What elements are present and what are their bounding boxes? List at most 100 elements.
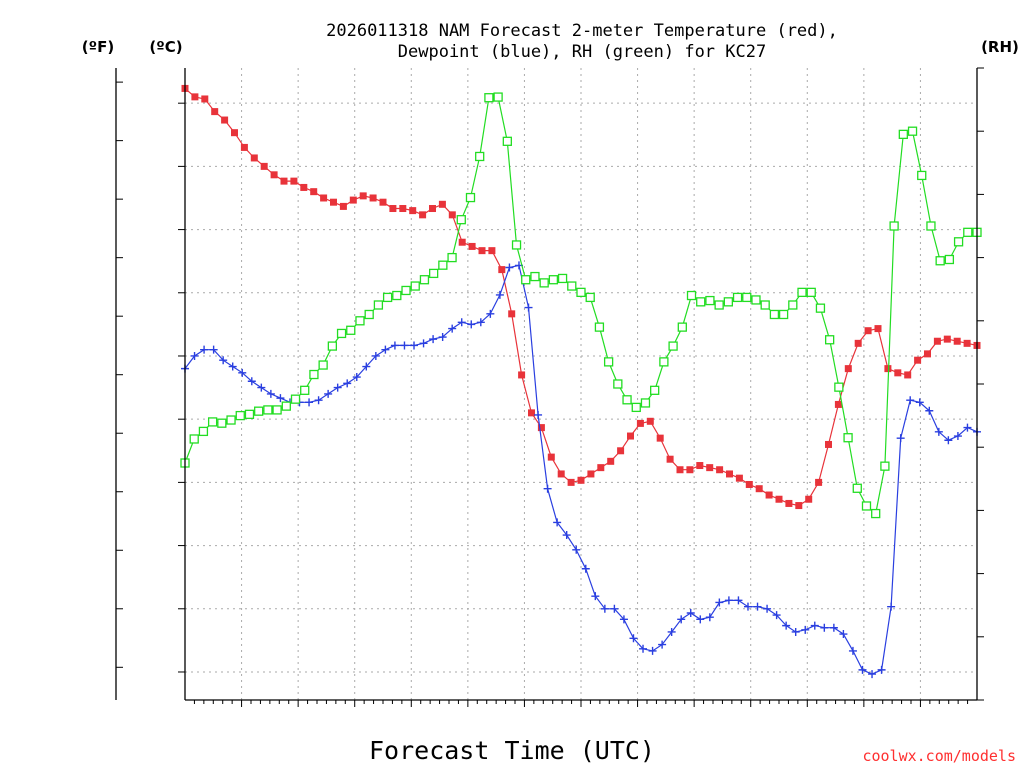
- temperature-point: [894, 369, 902, 377]
- dewpoint-point: [381, 345, 390, 354]
- rh-point: [668, 341, 678, 351]
- temperature-point: [320, 194, 328, 202]
- rh-point: [585, 292, 595, 303]
- rh-point: [502, 136, 512, 146]
- dewpoint-point: [801, 625, 810, 634]
- rh-point: [290, 394, 301, 404]
- dewpoint-point: [610, 604, 619, 613]
- rh-point: [751, 295, 761, 305]
- rh-point: [198, 426, 209, 437]
- rh-point: [355, 316, 365, 326]
- rh-point: [686, 290, 697, 301]
- dewpoint-point: [190, 351, 199, 360]
- dewpoint-point: [314, 396, 323, 405]
- dewpoint-point: [476, 318, 485, 327]
- rh-point: [539, 278, 549, 288]
- temperature-point: [696, 462, 704, 470]
- dewpoint-point: [963, 423, 972, 432]
- dewpoint-point: [429, 335, 438, 344]
- series-rh: [180, 92, 982, 519]
- temperature-point: [627, 432, 634, 440]
- dewpoint-point: [887, 602, 896, 611]
- temperature-point: [240, 143, 248, 151]
- dewpoint-point: [639, 644, 648, 653]
- chart-title-line-1: 2026011318 NAM Forecast 2-meter Temperat…: [326, 21, 838, 41]
- rh-point: [438, 260, 448, 270]
- dewpoint-point: [438, 333, 447, 342]
- dewpoint-point: [753, 602, 762, 611]
- rh-point: [861, 501, 872, 511]
- dewpoint-point: [686, 608, 695, 617]
- temperature-point: [300, 183, 308, 191]
- temperature-point: [399, 205, 407, 213]
- dewpoint-point: [667, 627, 676, 636]
- temperature-point: [221, 116, 229, 124]
- temperature-point: [528, 409, 535, 417]
- rh-point: [465, 192, 476, 203]
- dewpoint-point: [629, 634, 638, 643]
- axes: [115, 67, 984, 707]
- temperature-point: [943, 335, 951, 343]
- temperature-point: [755, 485, 763, 493]
- rh-point: [235, 410, 245, 421]
- temperature-point: [815, 478, 823, 486]
- rh-point: [871, 508, 881, 519]
- dewpoint-point: [419, 339, 428, 348]
- dewpoint-point: [572, 545, 581, 554]
- rh-point: [300, 385, 310, 395]
- dewpoint-point: [763, 604, 772, 613]
- rh-point: [382, 292, 393, 303]
- temperature-point: [597, 464, 605, 472]
- rh-point: [917, 170, 927, 181]
- temperature-point: [646, 417, 654, 425]
- rh-point: [769, 309, 780, 320]
- temperature-point: [280, 177, 288, 185]
- temperature-point: [211, 108, 219, 116]
- temperature-point: [825, 440, 832, 448]
- dewpoint-point: [696, 615, 705, 624]
- temperature-point: [686, 466, 694, 474]
- rh-point: [548, 275, 559, 285]
- dewpoint-point: [486, 309, 495, 318]
- dewpoint-point: [915, 398, 924, 407]
- rh-point: [336, 328, 347, 339]
- temperature-point: [508, 310, 516, 318]
- temperature-point: [458, 238, 466, 246]
- rh-point: [898, 129, 908, 140]
- rh-point: [567, 281, 577, 291]
- dewpoint-point: [238, 368, 247, 377]
- temperature-point: [726, 470, 733, 478]
- dewpoint-point: [276, 394, 285, 403]
- dewpoint-point: [868, 670, 877, 679]
- dewpoint-point: [810, 621, 819, 630]
- dewpoint-point: [562, 531, 571, 540]
- temperature-point: [676, 466, 684, 474]
- rh-point: [880, 461, 890, 471]
- rh-point: [226, 415, 236, 425]
- rh-point: [189, 434, 199, 444]
- temperature-point: [795, 502, 803, 510]
- rh-point: [778, 309, 789, 320]
- rh-point: [254, 406, 264, 416]
- grid-lines: [185, 68, 977, 700]
- rh-point: [907, 126, 918, 136]
- dewpoint-point: [362, 362, 371, 371]
- temperature-point: [716, 466, 724, 474]
- dewpoint-point: [390, 341, 399, 350]
- dewpoint-point: [829, 623, 838, 632]
- temperature-point: [537, 424, 545, 432]
- dewpoint-point: [505, 263, 514, 272]
- rh-point: [852, 483, 862, 493]
- rh-point: [677, 322, 687, 332]
- temperature-point: [270, 171, 278, 179]
- rh-point: [410, 281, 420, 291]
- dewpoint-point: [257, 383, 266, 392]
- rh-point: [594, 322, 605, 332]
- temperature-point: [953, 337, 961, 345]
- dewpoint-point: [305, 398, 314, 407]
- rh-point: [493, 92, 503, 102]
- temperature-point: [933, 337, 941, 345]
- temperature-point: [735, 474, 743, 482]
- temperature-point: [617, 447, 625, 455]
- temperature-point: [607, 457, 615, 465]
